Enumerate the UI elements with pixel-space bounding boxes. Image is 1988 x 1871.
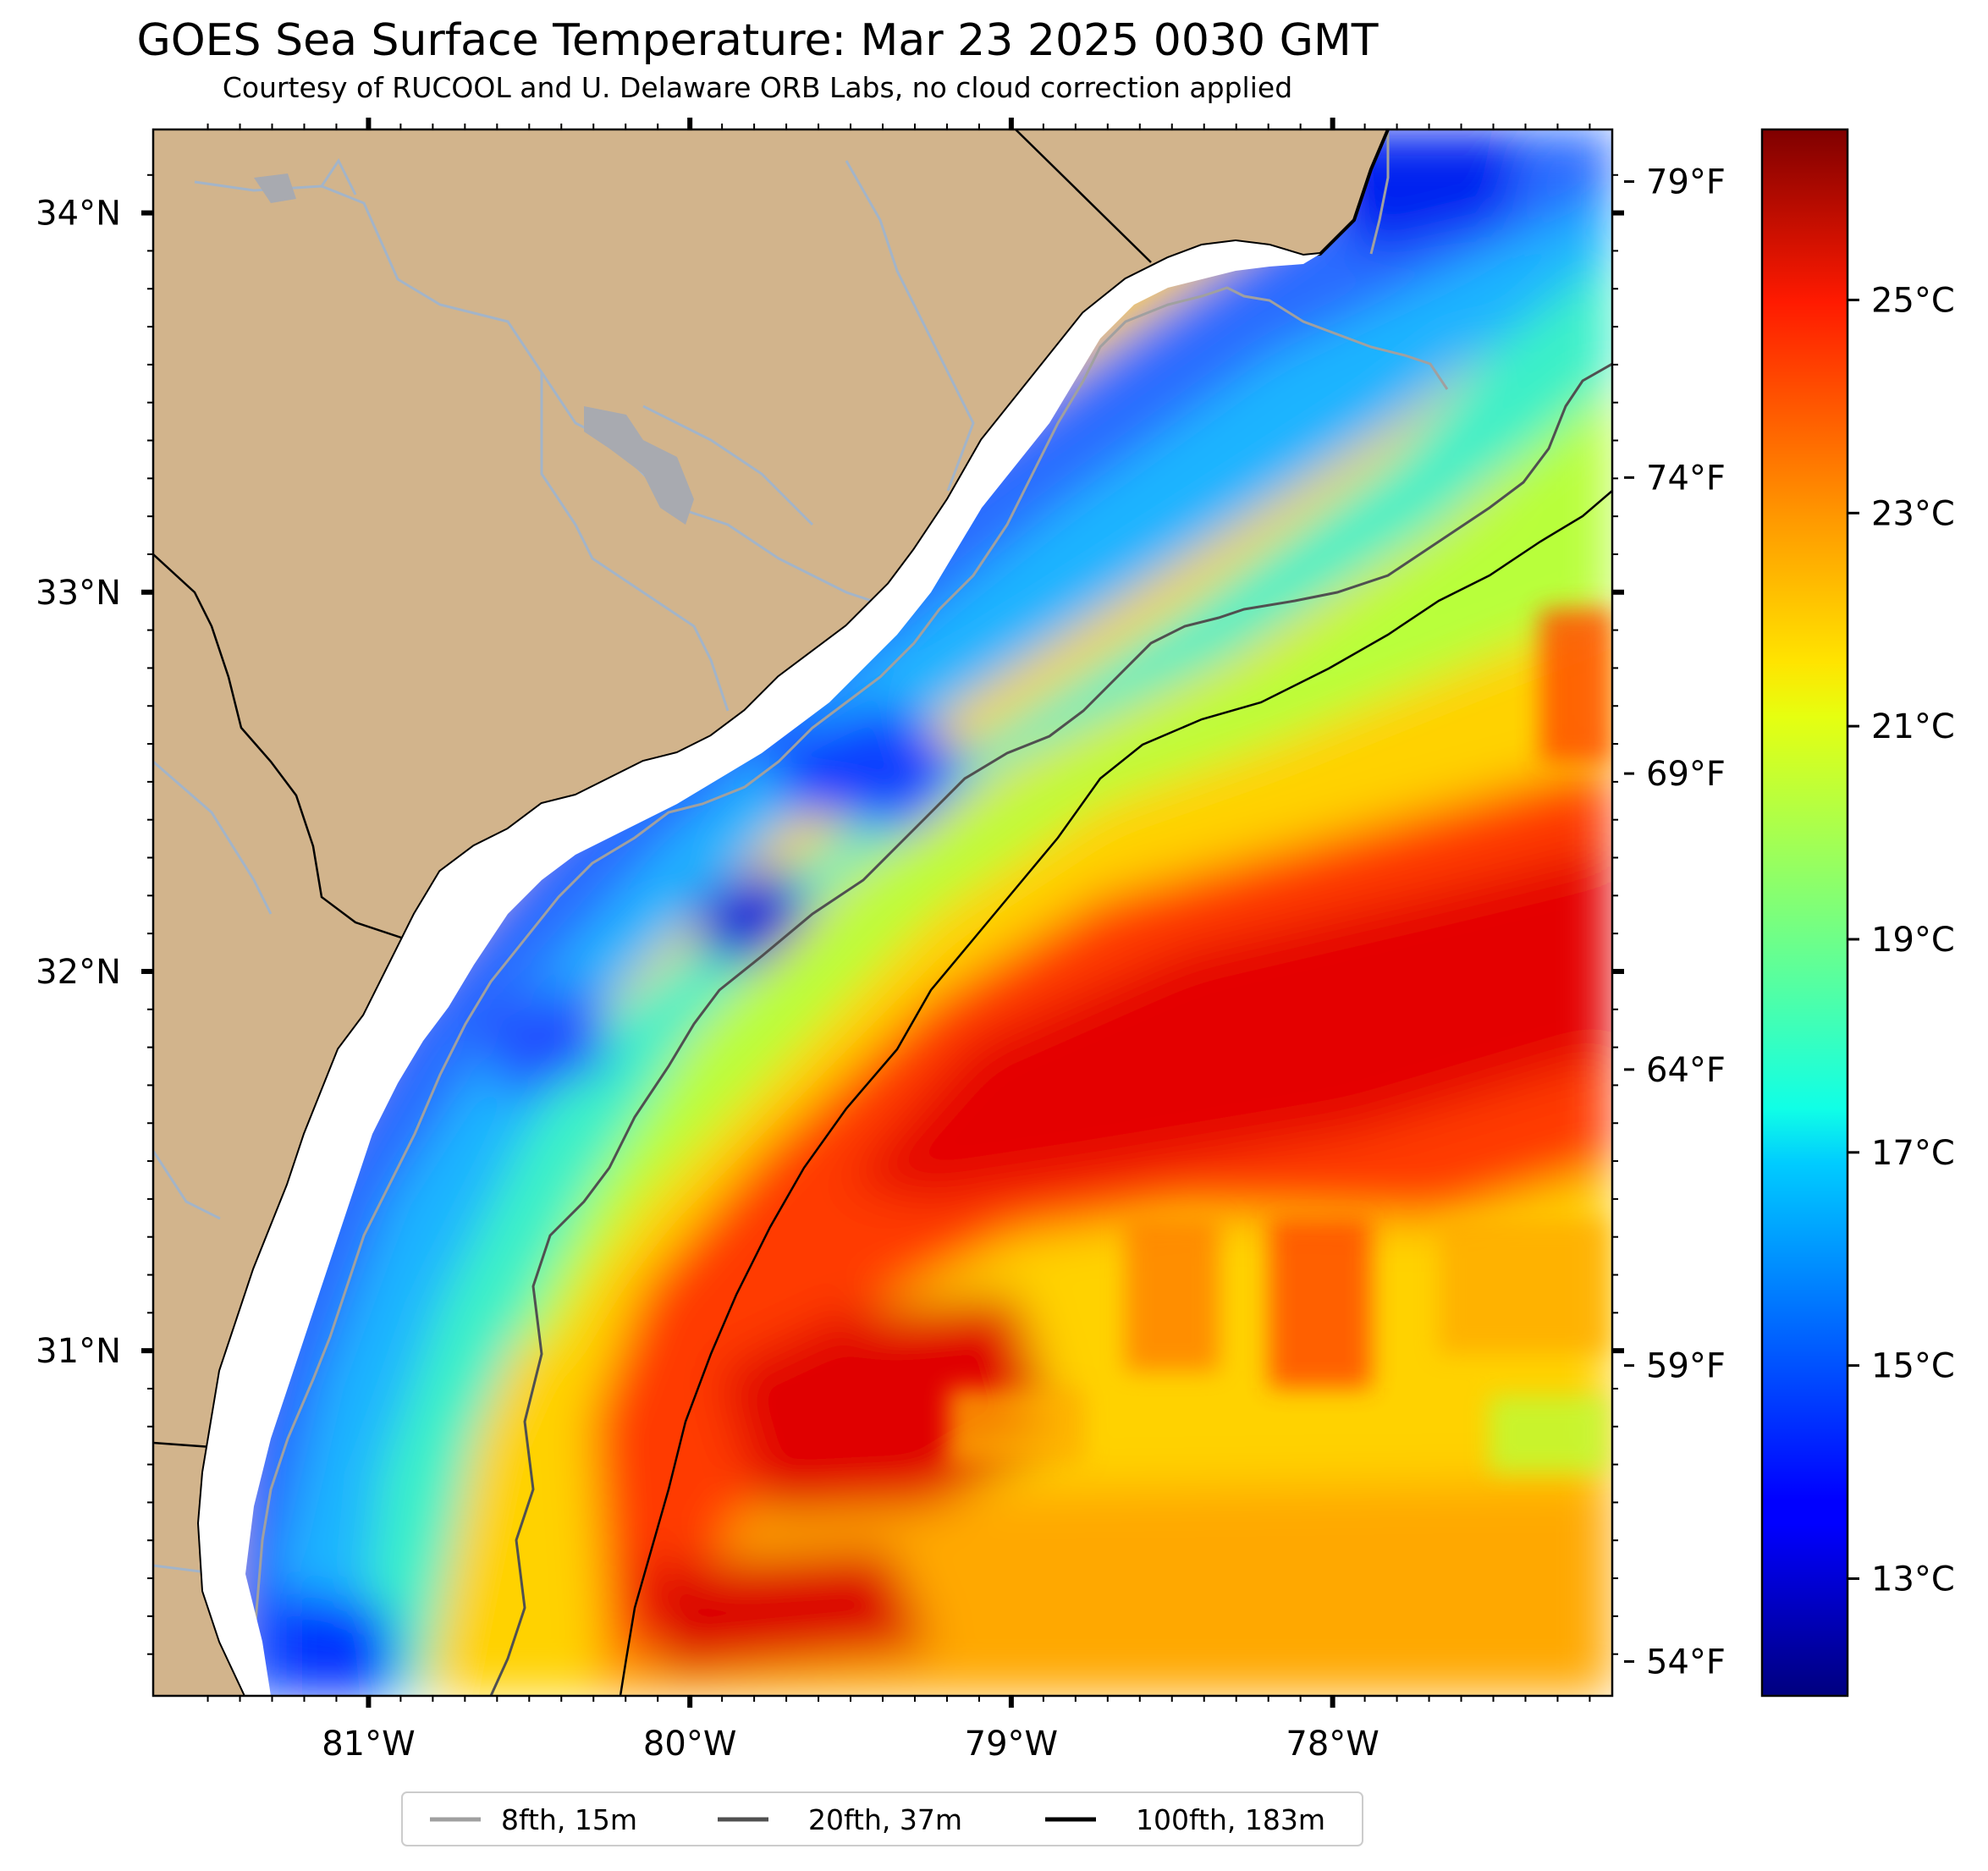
colorbar-tick-label: 21°C (1871, 707, 1955, 746)
lon-tick-label: 79°W (965, 1725, 1058, 1764)
colorbar (1760, 128, 1849, 1698)
f-tick-label: 64°F (1646, 1051, 1726, 1090)
isobath-legend: 8fth, 15m 20fth, 37m 100fth, 183m (401, 1791, 1363, 1846)
isobath-20fth (489, 362, 1612, 1696)
f-tick-label: 54°F (1646, 1643, 1726, 1681)
colorbar-tick-label: 13°C (1871, 1560, 1955, 1599)
isobath-100fth (619, 490, 1612, 1696)
lat-tick-label: 31°N (36, 1332, 121, 1371)
map-title: GOES Sea Surface Temperature: Mar 23 202… (136, 15, 1379, 66)
colorbar-tick-label: 19°C (1871, 921, 1955, 960)
isobath-8fth (244, 129, 1449, 1696)
map-area (153, 129, 1612, 1696)
legend-label-100fth: 100fth, 183m (1136, 1803, 1325, 1836)
f-tick-label: 74°F (1646, 459, 1726, 498)
lat-tick-label: 34°N (36, 195, 121, 234)
colorbar-tick-label: 23°C (1871, 494, 1955, 533)
sst-texture (948, 609, 1612, 1472)
latitude-ticks: 34°N 33°N 32°N 31°N (36, 173, 1624, 1655)
f-tick-label: 59°F (1646, 1347, 1726, 1386)
land-mass (153, 129, 1388, 1696)
lat-tick-label: 32°N (36, 953, 121, 992)
f-tick-label: 69°F (1646, 755, 1726, 794)
map-subtitle: Courtesy of RUCOOL and U. Delaware ORB L… (222, 71, 1293, 104)
lon-tick-label: 80°W (643, 1725, 736, 1764)
colorbar-tick-label: 17°C (1871, 1134, 1955, 1173)
legend-label-8fth: 8fth, 15m (501, 1803, 637, 1836)
colorbar-tick-label: 15°C (1871, 1347, 1955, 1386)
lat-tick-label: 33°N (36, 574, 121, 613)
longitude-ticks: 81°W 80°W 79°W 78°W (207, 118, 1591, 1764)
colorbar-ticks: 25°C 23°C 21°C 19°C 17°C 15°C 13°C (1848, 281, 1955, 1599)
borders (153, 129, 1152, 1449)
lon-tick-label: 81°W (322, 1725, 415, 1764)
colorbar-tick-label: 25°C (1871, 281, 1955, 320)
f-tick-label: 79°F (1646, 163, 1726, 202)
reservoir (254, 173, 296, 203)
legend-label-20fth: 20fth, 37m (808, 1803, 962, 1836)
fahrenheit-ticks: 79°F 74°F 69°F 64°F 59°F 54°F (1624, 163, 1726, 1681)
reservoir (584, 406, 694, 525)
lon-tick-label: 78°W (1286, 1725, 1379, 1764)
rivers (153, 158, 975, 1576)
no-data-strip (199, 241, 1320, 1696)
